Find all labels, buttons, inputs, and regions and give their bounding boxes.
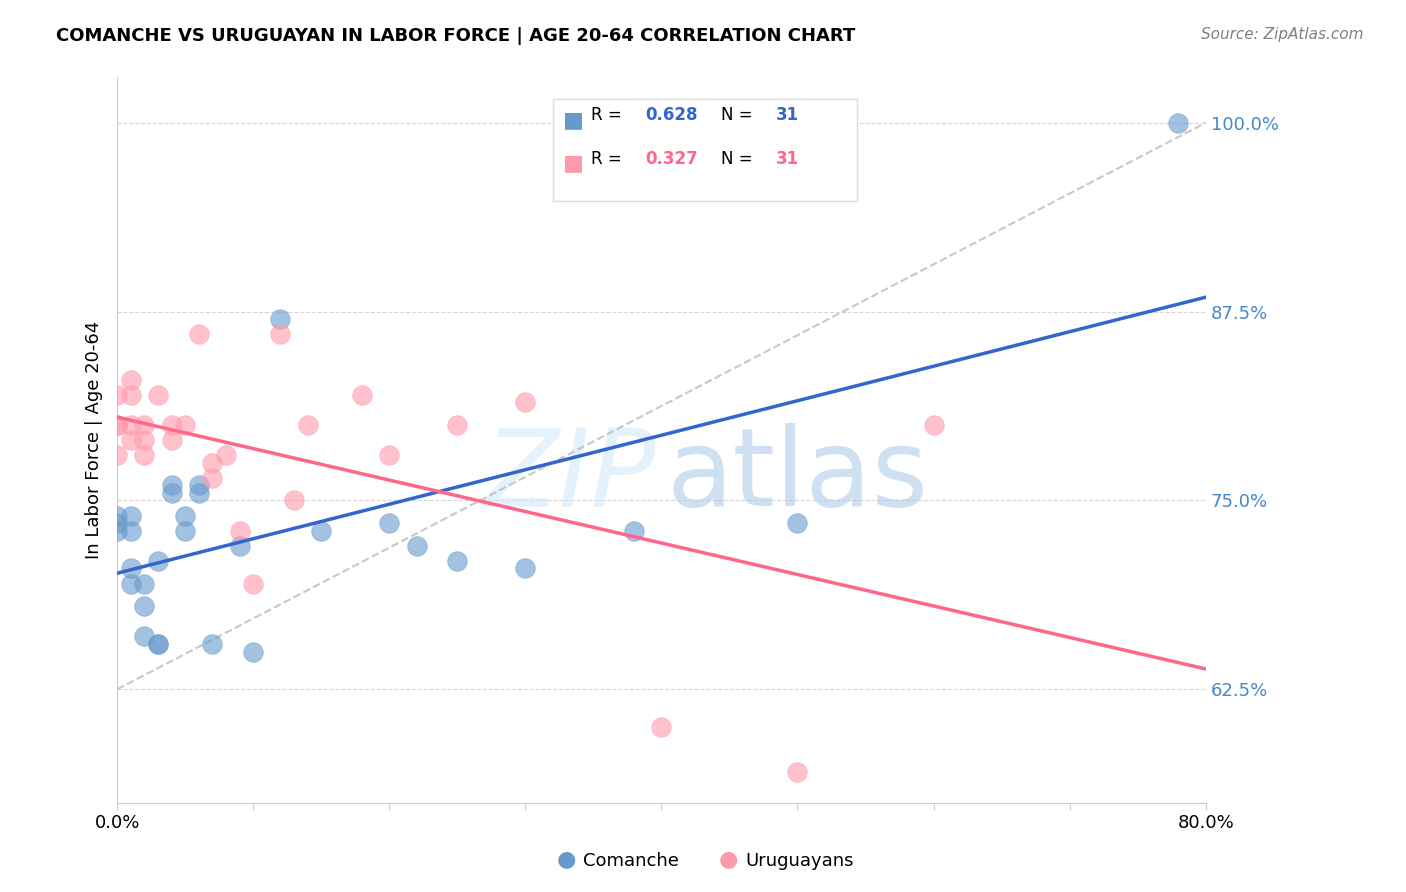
Point [134,448,156,462]
Point [650,720,672,734]
Text: ZIP: ZIP [484,424,657,529]
Point [146,637,169,651]
Point [269,327,291,342]
Point [187,327,209,342]
Text: Uruguayans: Uruguayans [745,852,853,870]
Point [105,516,128,530]
Point [105,448,128,462]
Point [297,417,319,432]
Point [120,433,142,447]
Point [160,478,183,492]
Point [187,486,209,500]
Text: Source: ZipAtlas.com: Source: ZipAtlas.com [1201,27,1364,42]
Text: ●: ● [557,850,576,870]
Text: 0.628: 0.628 [645,106,697,125]
Point [446,417,468,432]
Text: R =: R = [591,106,627,125]
Text: 31: 31 [776,150,799,168]
Point [352,387,374,401]
Point [134,417,156,432]
Point [242,644,264,658]
Point [174,417,197,432]
Text: Comanche: Comanche [583,852,679,870]
Text: R =: R = [591,150,627,168]
Point [201,471,224,485]
Point [405,539,427,553]
Point [228,539,250,553]
Point [623,524,645,538]
Point [215,448,238,462]
Point [201,637,224,651]
Point [120,576,142,591]
Point [105,417,128,432]
Text: N =: N = [721,106,758,125]
Point [174,508,197,523]
FancyBboxPatch shape [553,99,858,201]
Point [134,433,156,447]
Point [283,493,305,508]
Point [786,516,808,530]
Point [1167,116,1189,130]
Text: atlas: atlas [666,424,929,529]
Y-axis label: In Labor Force | Age 20-64: In Labor Force | Age 20-64 [86,321,103,559]
Text: N =: N = [721,150,758,168]
Point [120,508,142,523]
Point [228,524,250,538]
Point [311,524,333,538]
Point [120,417,142,432]
Point [146,637,169,651]
Point [515,561,537,575]
Point [174,524,197,538]
Point [120,373,142,387]
Point [786,765,808,780]
Point [242,576,264,591]
Point [378,516,401,530]
Point [105,524,128,538]
Point [105,387,128,401]
Point [446,554,468,568]
Point [134,599,156,614]
Text: 31: 31 [776,106,799,125]
Point [120,561,142,575]
Text: 0.327: 0.327 [645,150,697,168]
Point [201,456,224,470]
Point [134,576,156,591]
Point [146,387,169,401]
Point [269,312,291,326]
Text: ■: ■ [564,110,585,130]
Point [187,478,209,492]
Point [922,417,945,432]
Point [378,448,401,462]
Point [134,629,156,643]
Point [120,524,142,538]
Text: ■: ■ [564,153,585,174]
Point [160,433,183,447]
Point [105,508,128,523]
Point [146,554,169,568]
Point [105,417,128,432]
Text: ●: ● [718,850,738,870]
Point [120,387,142,401]
Point [160,417,183,432]
Point [515,395,537,409]
Text: COMANCHE VS URUGUAYAN IN LABOR FORCE | AGE 20-64 CORRELATION CHART: COMANCHE VS URUGUAYAN IN LABOR FORCE | A… [56,27,855,45]
Point [160,486,183,500]
